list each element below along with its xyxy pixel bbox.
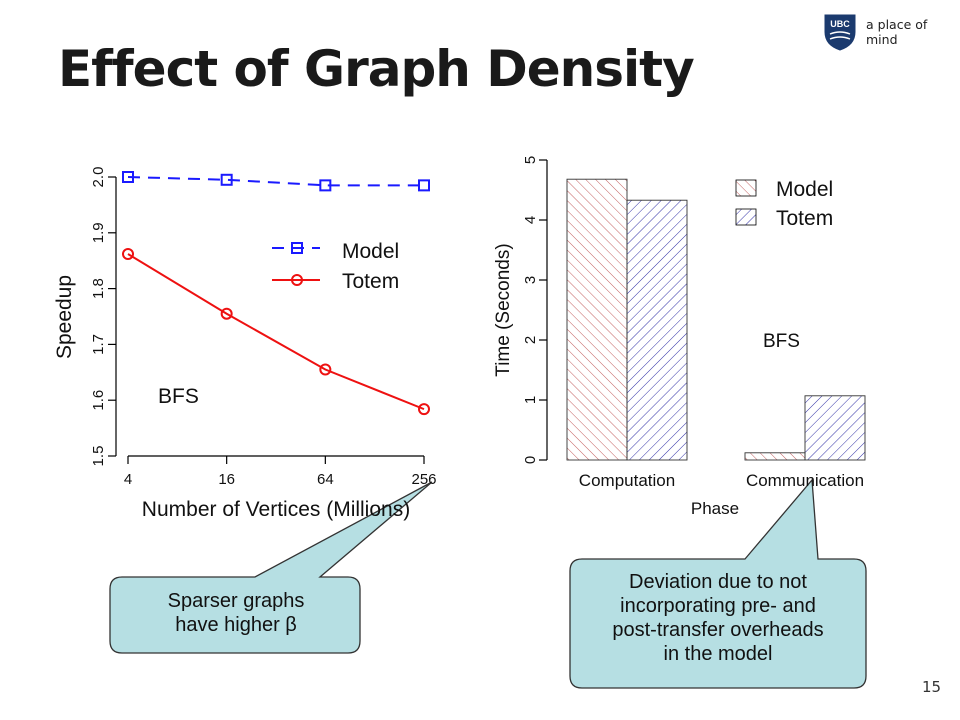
callout-line: Sparser graphs — [167, 590, 305, 612]
data-point-model — [220, 173, 233, 186]
data-point-model — [418, 179, 430, 192]
series-line-totem — [127, 253, 425, 411]
page-number: 15 — [922, 678, 942, 696]
logo-text: UBC — [830, 19, 850, 29]
chart-annotation: BFS — [763, 331, 800, 352]
x-tick-label: 16 — [218, 471, 235, 488]
data-point-totem — [319, 363, 332, 376]
speedup-line-chart: 1.5 1.6 1.7 1.8 1.9 2.0 4 16 64 256 Speedup Numb… — [53, 167, 437, 521]
y-tick-label: 1.9 — [90, 222, 107, 243]
y-tick-label: 1.6 — [90, 390, 107, 411]
bar-computation-totem — [626, 199, 688, 461]
chart-annotation: BFS — [158, 385, 199, 408]
legend-label-model: Model — [342, 240, 399, 263]
y-tick-label: 2.0 — [90, 167, 107, 188]
callout-line: in the model — [663, 643, 773, 665]
bar-computation-model — [566, 178, 628, 461]
y-tick-label: 3 — [522, 276, 539, 284]
callout-line: post-transfer overheads — [612, 619, 824, 641]
time-bar-chart: 0 1 2 3 4 5 Computation Communication Time (Se… — [493, 156, 866, 518]
y-tick-label: 0 — [522, 456, 539, 464]
slide-title: Effect of Graph Density — [58, 40, 695, 98]
bar-communication-model — [744, 452, 806, 461]
y-tick-label: 1.8 — [90, 278, 107, 299]
data-point-model — [122, 171, 134, 183]
legend-label-totem: Totem — [776, 207, 833, 230]
legend-label-model: Model — [776, 178, 833, 201]
callout-line: have higher β — [175, 614, 297, 636]
legend: Model Totem — [735, 178, 833, 230]
series-line-model — [127, 176, 424, 187]
legend-label-totem: Totem — [342, 270, 399, 293]
y-tick-label: 1.5 — [90, 446, 107, 467]
callout-line: incorporating pre- and — [620, 595, 816, 617]
data-point-totem — [418, 403, 430, 416]
callout-deviation — [569, 478, 867, 689]
y-axis-label: Time (Seconds) — [493, 243, 514, 376]
legend-swatch-totem — [735, 208, 757, 226]
category-label: Communication — [746, 471, 864, 490]
callout-sparser-text: Sparser graphs have higher β — [112, 589, 360, 637]
data-point-totem — [122, 248, 134, 261]
x-axis-label: Number of Vertices (Millions) — [142, 498, 410, 521]
legend-swatch-model — [735, 179, 757, 197]
x-axis-label: Phase — [691, 499, 739, 518]
x-tick-label: 64 — [317, 471, 334, 488]
tagline: a place of mind — [866, 17, 928, 47]
y-tick-label: 1 — [522, 396, 539, 404]
y-tick-label: 5 — [522, 156, 539, 164]
callout-sparser — [109, 481, 433, 654]
callout-deviation-text: Deviation due to not incorporating pre- … — [570, 570, 866, 666]
y-tick-label: 2 — [522, 336, 539, 344]
x-tick-label: 256 — [411, 471, 436, 488]
bar-communication-totem — [804, 395, 866, 461]
callout-line: Deviation due to not — [629, 571, 807, 593]
data-point-totem — [220, 307, 233, 320]
legend: Model Totem — [272, 240, 399, 293]
data-point-model — [319, 179, 332, 192]
y-tick-label: 4 — [522, 216, 539, 224]
ubc-crest-logo: UBC — [824, 14, 856, 51]
category-label: Computation — [579, 471, 675, 490]
y-tick-label: 1.7 — [90, 334, 107, 355]
x-tick-label: 4 — [124, 471, 132, 488]
y-axis-label: Speedup — [53, 275, 76, 359]
